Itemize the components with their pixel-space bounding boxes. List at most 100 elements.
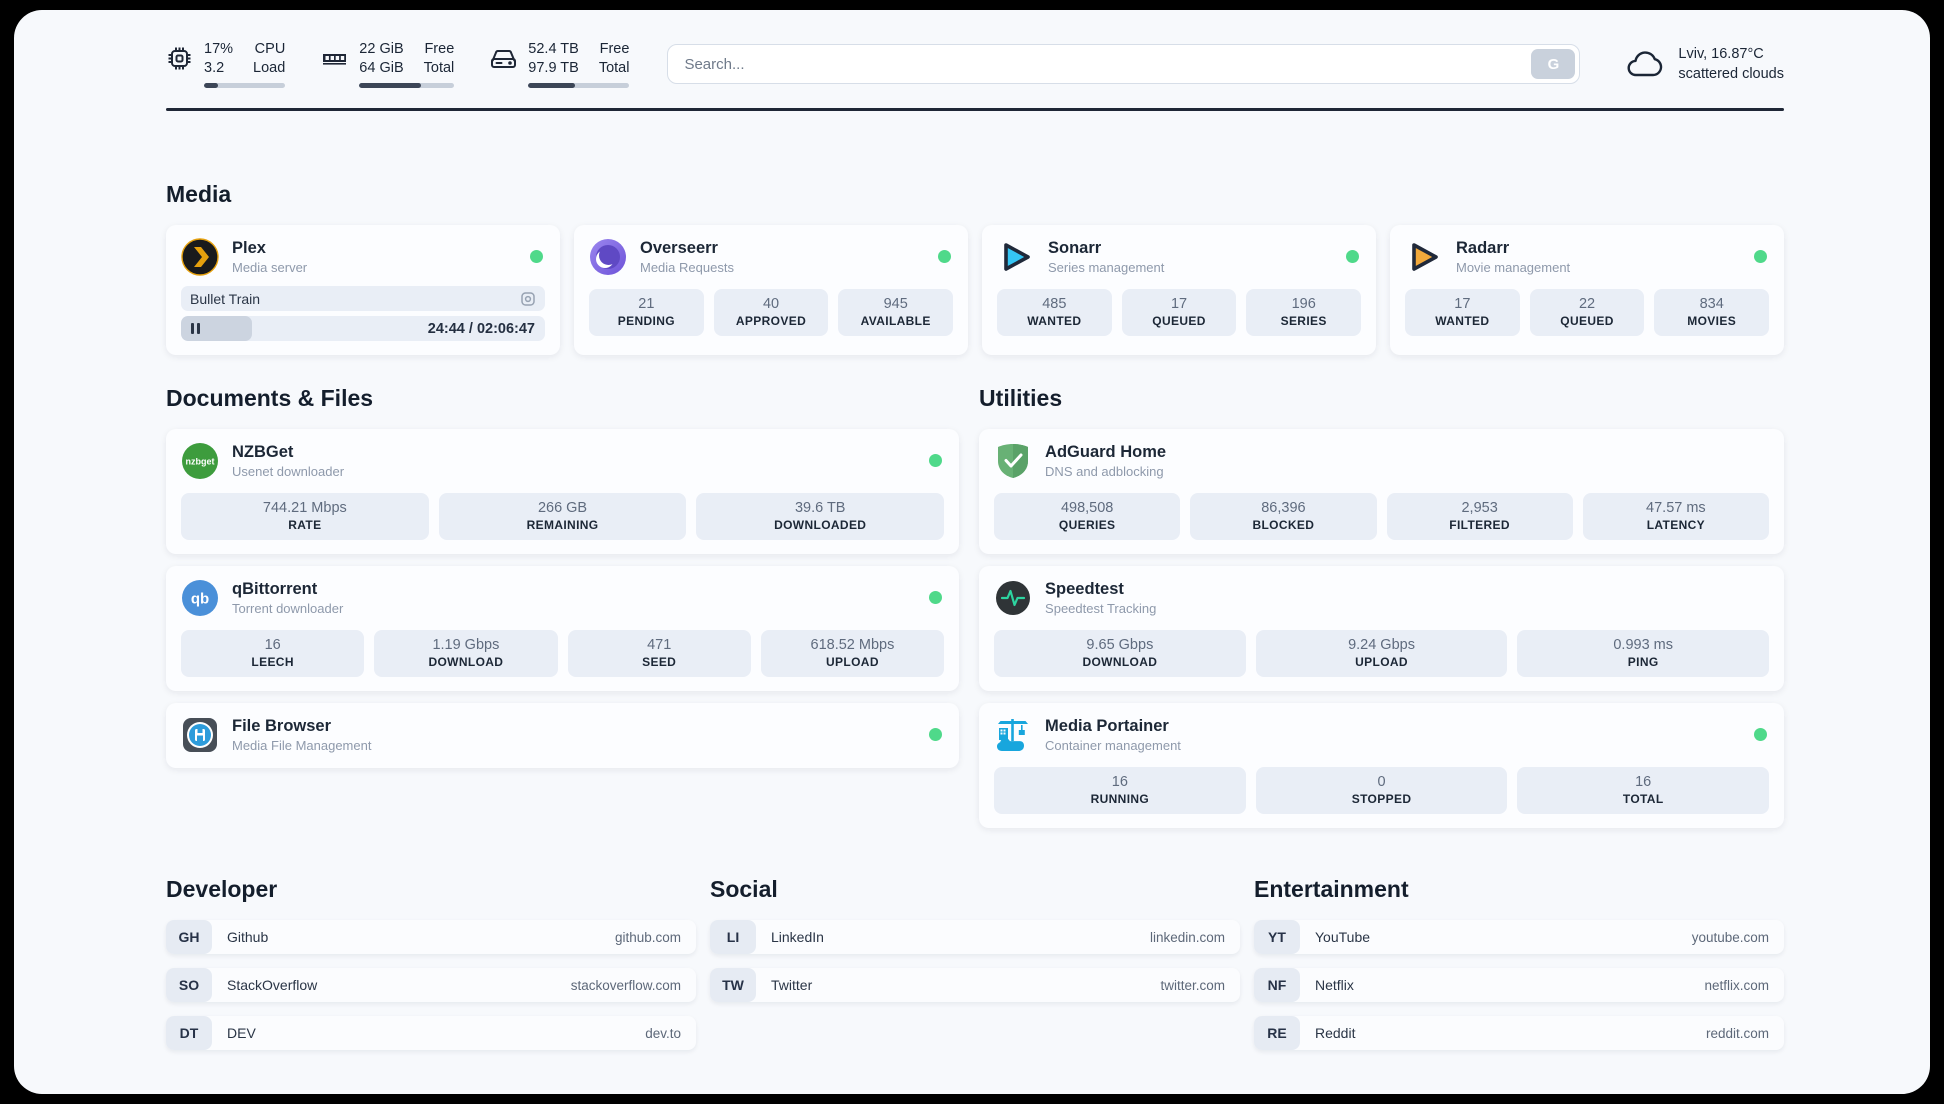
- app-card-radarr[interactable]: Radarr Movie management 17 WANTED 22 QUE…: [1390, 225, 1784, 355]
- disk-free-label: Free: [599, 41, 630, 57]
- link-reddit[interactable]: RE Reddit reddit.com: [1254, 1016, 1784, 1050]
- app-title: Sonarr: [1048, 239, 1102, 257]
- link-name: Github: [227, 929, 269, 945]
- stat-queued: 17 QUEUED: [1121, 289, 1237, 336]
- link-url: twitter.com: [1160, 977, 1225, 993]
- app-card-plex[interactable]: Plex Media server Bullet Train: [166, 225, 560, 355]
- svg-text:nzbget: nzbget: [186, 457, 215, 467]
- link-url: dev.to: [645, 1025, 681, 1041]
- playback-progress-bar: 24:44 / 02:06:47: [181, 316, 545, 341]
- app-card-overseerr[interactable]: Overseerr Media Requests 21 PENDING 40 A…: [574, 225, 968, 355]
- cpu-usage-label: CPU: [254, 41, 286, 57]
- link-youtube[interactable]: YT YouTube youtube.com: [1254, 920, 1784, 954]
- app-subtitle: Usenet downloader: [232, 464, 345, 479]
- app-title: Media Portainer: [1045, 717, 1169, 735]
- search-input[interactable]: [667, 44, 1581, 84]
- link-twitter[interactable]: TW Twitter twitter.com: [710, 968, 1240, 1002]
- dashboard-page: 17% 3.2 CPU Load: [14, 10, 1930, 1094]
- links-column-entertainment: Entertainment YT YouTube youtube.com NF …: [1254, 876, 1784, 1064]
- cpu-progress-fill: [204, 83, 218, 88]
- link-badge: SO: [166, 968, 212, 1002]
- ram-progress-fill: [359, 83, 422, 88]
- link-name: DEV: [227, 1025, 256, 1041]
- stat-wanted: 485 WANTED: [997, 289, 1112, 336]
- app-card-nzbget[interactable]: nzbget NZBGet Usenet downloader 744.21 M…: [166, 429, 960, 554]
- status-online-dot: [1754, 728, 1767, 741]
- disk-total-value: 97.9 TB: [528, 60, 579, 76]
- stat-available: 945 AVAILABLE: [838, 289, 954, 336]
- stat-seed: 471 SEED: [567, 630, 751, 677]
- stat-leech: 16 LEECH: [181, 630, 365, 677]
- cpu-load-label: Load: [253, 60, 286, 76]
- stat-pending: 21 PENDING: [589, 289, 704, 336]
- ram-free-value: 22 GiB: [359, 41, 404, 57]
- app-card-filebrowser[interactable]: File Browser Media File Management: [166, 703, 960, 768]
- speedtest-icon: [996, 581, 1031, 615]
- app-card-adguard[interactable]: AdGuard Home DNS and adblocking 498,508 …: [979, 429, 1784, 554]
- link-url: linkedin.com: [1149, 929, 1225, 945]
- stat-rate: 744.21 Mbps RATE: [181, 493, 429, 540]
- app-title: Radarr: [1456, 239, 1510, 257]
- link-badge: NF: [1254, 968, 1300, 1002]
- stat-latency: 47.57 ms LATENCY: [1582, 493, 1769, 540]
- link-github[interactable]: GH Github github.com: [166, 920, 696, 954]
- stat-download: 1.19 Gbps DOWNLOAD: [374, 630, 558, 677]
- link-url: netflix.com: [1704, 977, 1769, 993]
- link-url: stackoverflow.com: [570, 977, 681, 993]
- section-title-entertainment: Entertainment: [1254, 876, 1409, 902]
- app-card-speedtest[interactable]: Speedtest Speedtest Tracking 9.65 Gbps D…: [979, 566, 1784, 691]
- stat-ping: 0.993 ms PING: [1517, 630, 1770, 677]
- radarr-icon: [1412, 243, 1438, 271]
- top-bar: 17% 3.2 CPU Load: [166, 36, 1784, 92]
- ram-total-value: 64 GiB: [359, 60, 404, 76]
- link-stackoverflow[interactable]: SO StackOverflow stackoverflow.com: [166, 968, 696, 1002]
- link-netflix[interactable]: NF Netflix netflix.com: [1254, 968, 1784, 1002]
- link-linkedin[interactable]: LI LinkedIn linkedin.com: [710, 920, 1240, 954]
- nzbget-icon: nzbget: [182, 443, 218, 479]
- now-playing-title: Bullet Train: [190, 290, 261, 307]
- weather-widget[interactable]: Lviv, 16.87°C scattered clouds: [1624, 44, 1784, 84]
- qbittorrent-icon: qb: [182, 580, 218, 616]
- app-subtitle: Series management: [1048, 260, 1165, 275]
- stat-running: 16 RUNNING: [994, 767, 1246, 814]
- stat-filtered: 2,953 FILTERED: [1386, 493, 1573, 540]
- ram-progress-track: [359, 83, 455, 88]
- app-subtitle: Media Requests: [640, 260, 734, 275]
- status-online-dot: [530, 250, 543, 263]
- app-subtitle: Speedtest Tracking: [1045, 601, 1157, 616]
- link-url: reddit.com: [1705, 1025, 1769, 1041]
- app-title: qBittorrent: [232, 580, 318, 598]
- app-title: AdGuard Home: [1045, 443, 1167, 461]
- app-card-portainer[interactable]: Media Portainer Container management 16 …: [979, 703, 1784, 828]
- search-bar: G: [667, 44, 1581, 84]
- app-title: Speedtest: [1045, 580, 1124, 598]
- disk-icon: [491, 50, 517, 68]
- header-divider: [166, 108, 1784, 111]
- sonarr-icon: [1004, 243, 1030, 271]
- app-subtitle: Torrent downloader: [232, 601, 344, 616]
- stat-downloaded: 39.6 TB DOWNLOADED: [696, 493, 945, 540]
- app-subtitle: Container management: [1045, 738, 1181, 753]
- app-card-qbittorrent[interactable]: qb qBittorrent Torrent downloader 16: [166, 566, 960, 691]
- link-badge: YT: [1254, 920, 1300, 954]
- ram-total-label: Total: [423, 60, 455, 76]
- links-column-social: Social LI LinkedIn linkedin.com TW Twitt…: [710, 876, 1240, 1064]
- stat-remaining: 266 GB REMAINING: [438, 493, 687, 540]
- section-title-utilities: Utilities: [979, 385, 1063, 411]
- ram-free-label: Free: [424, 41, 455, 57]
- app-title: NZBGet: [232, 443, 294, 461]
- app-card-sonarr[interactable]: Sonarr Series management 485 WANTED 17 Q…: [982, 225, 1376, 355]
- adguard-icon: [998, 444, 1029, 478]
- svg-text:qb: qb: [191, 591, 209, 608]
- link-name: Twitter: [771, 977, 813, 993]
- app-title: Overseerr: [640, 239, 718, 257]
- link-badge: DT: [166, 1016, 212, 1050]
- weather-condition: scattered clouds: [1678, 66, 1784, 82]
- link-dev[interactable]: DT DEV dev.to: [166, 1016, 696, 1050]
- status-online-dot: [1754, 250, 1767, 263]
- app-title: Plex: [232, 239, 266, 257]
- hardware-stats: 17% 3.2 CPU Load: [166, 40, 630, 88]
- search-engine-button[interactable]: G: [1531, 49, 1576, 79]
- link-name: YouTube: [1315, 929, 1371, 945]
- links-column-developer: Developer GH Github github.com SO StackO…: [166, 876, 696, 1064]
